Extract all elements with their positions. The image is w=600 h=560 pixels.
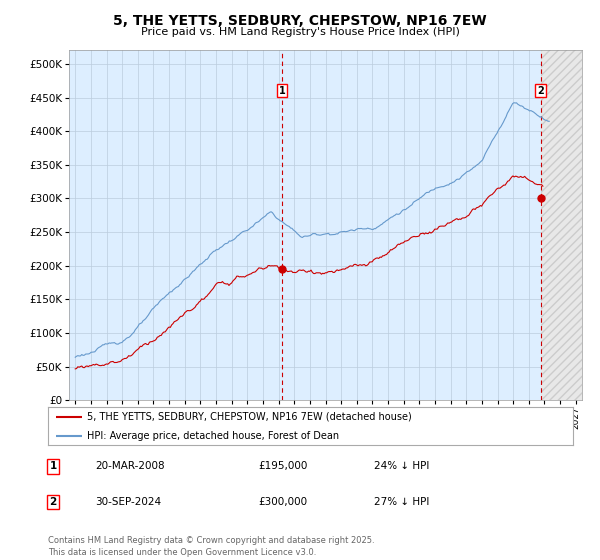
Text: HPI: Average price, detached house, Forest of Dean: HPI: Average price, detached house, Fore… [88, 431, 340, 441]
Text: 27% ↓ HPI: 27% ↓ HPI [373, 497, 429, 507]
Text: 1: 1 [50, 461, 57, 472]
Text: 30-SEP-2024: 30-SEP-2024 [95, 497, 161, 507]
Text: 20-MAR-2008: 20-MAR-2008 [95, 461, 165, 472]
Text: 5, THE YETTS, SEDBURY, CHEPSTOW, NP16 7EW: 5, THE YETTS, SEDBURY, CHEPSTOW, NP16 7E… [113, 14, 487, 28]
Text: Contains HM Land Registry data © Crown copyright and database right 2025.
This d: Contains HM Land Registry data © Crown c… [48, 536, 374, 557]
Text: Price paid vs. HM Land Registry's House Price Index (HPI): Price paid vs. HM Land Registry's House … [140, 27, 460, 37]
Bar [541, 50, 582, 400]
Text: £195,000: £195,000 [258, 461, 307, 472]
Text: 1: 1 [278, 86, 286, 96]
Text: 24% ↓ HPI: 24% ↓ HPI [373, 461, 429, 472]
Text: £300,000: £300,000 [258, 497, 307, 507]
Text: 2: 2 [50, 497, 57, 507]
Text: 2: 2 [537, 86, 544, 96]
Text: 5, THE YETTS, SEDBURY, CHEPSTOW, NP16 7EW (detached house): 5, THE YETTS, SEDBURY, CHEPSTOW, NP16 7E… [88, 412, 412, 422]
